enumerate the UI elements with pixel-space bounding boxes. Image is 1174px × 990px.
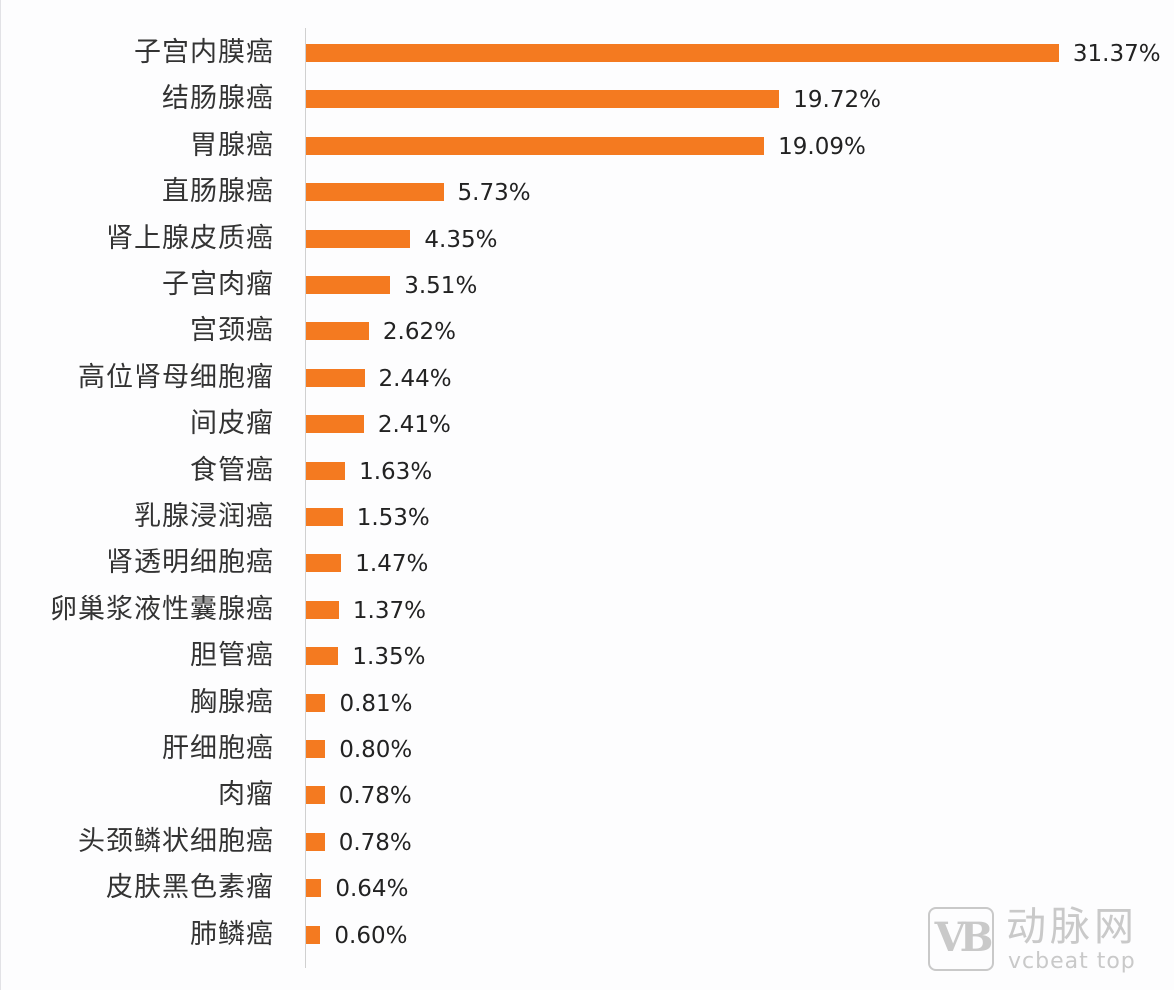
bar [306,136,765,155]
bar [306,879,322,898]
value-label: 2.62% [382,319,456,346]
vcbeat-logo-icon: VB [928,907,994,971]
category-label: 直肠腺癌 [162,176,274,208]
category-label: 食管癌 [190,454,274,486]
category-label: 高位肾母细胞瘤 [78,361,274,393]
value-label: 0.81% [339,690,413,717]
bar [306,647,339,666]
bar-row: 肉瘤 0.78% [0,772,1174,818]
bar-row: 宫颈癌 2.62% [0,308,1174,354]
bar [306,368,365,387]
bar [306,693,326,712]
bar-row: 头颈鳞状细胞癌 0.78% [0,819,1174,865]
category-label: 宫颈癌 [190,315,274,347]
value-label: 3.51% [404,273,478,299]
bar [306,44,1059,62]
value-label: 1.47% [355,551,429,578]
bar-row: 卵巢浆液性囊腺癌 1.37% [0,587,1174,633]
value-label: 0.80% [339,737,413,763]
bar-row: 肺鳞癌 0.60% [0,912,1174,958]
category-label: 肝细胞癌 [162,733,274,764]
bar-row: 胃腺癌 19.09% [0,123,1174,169]
bar [306,740,326,758]
value-label: 0.78% [338,783,412,810]
category-label: 肉瘤 [218,779,274,811]
category-label: 胃腺癌 [190,129,274,161]
bar-row: 高位肾母细胞瘤 2.44% [0,355,1174,401]
bar [306,832,325,851]
value-label: 31.37% [1072,41,1161,67]
category-label: 肺鳞癌 [190,918,274,950]
bar-row: 结肠腺癌 19.72% [0,76,1174,122]
category-label: 子宫内膜癌 [134,37,274,68]
category-label: 皮肤黑色素瘤 [106,872,274,904]
bar-row: 乳腺浸润癌 1.53% [0,494,1174,540]
bar [306,415,364,434]
image-border [0,0,1,990]
bar-row: 肾透明细胞癌 1.47% [0,540,1174,586]
bar-row: 间皮瘤 2.41% [0,401,1174,447]
bar-row: 胆管癌 1.35% [0,633,1174,679]
category-label: 乳腺浸润癌 [134,501,274,532]
category-label: 肾上腺皮质癌 [106,222,274,254]
value-label: 19.09% [778,133,866,160]
value-label: 2.41% [377,412,451,439]
bar [306,322,369,341]
value-label: 1.37% [352,597,426,624]
vcbeat-watermark: VB 动脉网 vcbeat top [928,905,1164,977]
value-label: 0.78% [338,829,412,856]
value-label: 19.72% [793,87,881,114]
bar [306,183,444,202]
value-label: 0.60% [334,922,408,949]
bar-row: 胸腺癌 0.81% [0,680,1174,726]
value-label: 1.35% [352,644,426,671]
bar-row: 子宫内膜癌 31.37% [0,30,1174,76]
value-label: 4.35% [424,226,498,253]
category-label: 胆管癌 [190,640,274,672]
category-label: 间皮瘤 [190,408,274,440]
bar-row: 肝细胞癌 0.80% [0,726,1174,772]
value-label: 1.63% [359,458,433,485]
bar-row: 肾上腺皮质癌 4.35% [0,216,1174,262]
watermark-name-en: vcbeat top [1008,949,1136,974]
value-label: 5.73% [457,180,531,207]
category-label: 肾透明细胞癌 [106,547,274,579]
bar [306,461,346,480]
category-label: 子宫肉瘤 [162,269,274,300]
bar [306,229,411,248]
bar-row: 皮肤黑色素瘤 0.64% [0,865,1174,911]
category-axis-line [305,28,306,968]
value-label: 0.64% [335,876,409,903]
watermark-name-cn: 动脉网 [1006,904,1138,950]
category-label: 胸腺癌 [190,686,274,718]
value-label: 2.44% [378,365,452,392]
category-label: 结肠腺癌 [162,83,274,115]
bar [306,276,391,294]
bar [306,90,780,109]
bar-row: 直肠腺癌 5.73% [0,169,1174,215]
bar [306,600,339,619]
bar [306,554,342,573]
bar-row: 食管癌 1.63% [0,448,1174,494]
bar [306,786,325,805]
category-label: 卵巢浆液性囊腺癌 [50,593,274,625]
value-label: 1.53% [356,505,430,531]
bar-row: 子宫肉瘤 3.51% [0,262,1174,308]
bar [306,508,343,526]
bar [306,925,321,944]
category-label: 头颈鳞状细胞癌 [78,825,274,857]
